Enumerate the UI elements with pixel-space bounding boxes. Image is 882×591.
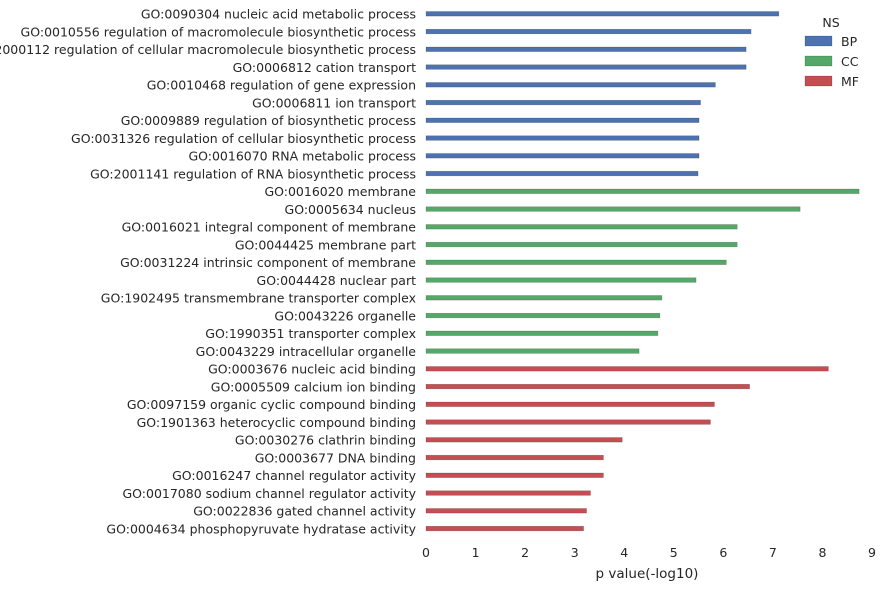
category-label: GO:0010556 regulation of macromolecule b… <box>21 24 416 39</box>
bar-mf <box>425 366 829 372</box>
x-tick-label: 5 <box>670 545 678 560</box>
bar-cc <box>425 348 640 354</box>
category-label: GO:0043226 organelle <box>274 308 416 323</box>
category-label: GO:0003676 nucleic acid binding <box>208 362 416 377</box>
category-labels: GO:0090304 nucleic acid metabolic proces… <box>0 7 417 537</box>
category-label: GO:2000112 regulation of cellular macrom… <box>0 42 416 57</box>
bar-cc <box>425 330 659 336</box>
category-label: GO:0044428 nuclear part <box>257 273 417 288</box>
category-label: GO:2001141 regulation of RNA biosyntheti… <box>90 166 416 181</box>
bar-cc <box>425 259 727 265</box>
legend: NS BP CC MF <box>804 15 859 89</box>
category-label: GO:0017080 sodium channel regulator acti… <box>122 486 416 501</box>
category-label: GO:0006811 ion transport <box>252 95 416 110</box>
bar-bp <box>425 153 700 159</box>
category-label: GO:0031326 regulation of cellular biosyn… <box>71 131 416 146</box>
legend-swatch-mf <box>804 75 833 87</box>
x-tick-label: 8 <box>818 545 826 560</box>
bar-cc <box>425 312 661 319</box>
x-tick-label: 1 <box>472 545 480 560</box>
x-tick-label: 7 <box>769 545 777 560</box>
bar-bp <box>425 11 780 17</box>
bar-cc <box>425 241 738 248</box>
bar-bp <box>425 170 699 177</box>
category-label: GO:0010468 regulation of gene expression <box>147 78 416 93</box>
category-label: GO:0016247 channel regulator activity <box>172 468 416 483</box>
bar-cc <box>425 206 801 212</box>
x-tick-label: 4 <box>620 545 628 560</box>
category-label: GO:1990351 transporter complex <box>205 326 416 341</box>
bar-bp <box>425 117 700 123</box>
category-label: GO:0006812 cation transport <box>233 60 416 75</box>
bar-bp <box>425 99 701 106</box>
bar-bp <box>425 28 752 35</box>
bar-mf <box>425 383 750 390</box>
category-label: GO:0097159 organic cyclic compound bindi… <box>127 397 416 412</box>
bar-bp <box>425 46 747 52</box>
x-axis-label: p value(-log10) <box>596 566 699 582</box>
legend-entries: BP CC MF <box>804 34 859 89</box>
category-label: GO:0090304 nucleic acid metabolic proces… <box>141 7 416 22</box>
category-label: GO:0031224 intrinsic component of membra… <box>120 255 416 270</box>
x-tick-label: 0 <box>422 545 430 560</box>
bar-mf <box>425 472 604 478</box>
bar-cc <box>425 295 663 301</box>
category-label: GO:0005634 nucleus <box>285 202 416 217</box>
category-label: GO:0004634 phosphopyruvate hydratase act… <box>106 521 416 536</box>
legend-label-mf: MF <box>841 74 859 89</box>
x-axis-ticks: 0 1 2 3 4 5 6 7 8 9 <box>422 545 876 560</box>
bar-mf <box>425 454 604 461</box>
category-label: GO:0016021 integral component of membran… <box>122 220 417 235</box>
category-label: GO:0009889 regulation of biosynthetic pr… <box>121 113 416 128</box>
bars-layer <box>425 11 860 532</box>
x-tick-label: 3 <box>571 545 579 560</box>
bar-mf <box>425 419 711 425</box>
bar-mf <box>425 525 584 532</box>
category-label: GO:0030276 clathrin binding <box>235 433 416 448</box>
category-label: GO:0016070 RNA metabolic process <box>188 149 416 164</box>
bar-bp <box>425 135 700 141</box>
legend-swatch-bp <box>804 35 833 47</box>
legend-label-bp: BP <box>841 34 858 49</box>
bar-bp <box>425 82 716 88</box>
category-label: GO:0003677 DNA binding <box>255 450 416 465</box>
bar-mf <box>425 437 623 443</box>
legend-title: NS <box>822 15 839 30</box>
x-tick-label: 6 <box>719 545 727 560</box>
category-label: GO:0005509 calcium ion binding <box>211 379 416 394</box>
legend-label-cc: CC <box>841 54 859 69</box>
bar-mf <box>425 490 591 496</box>
category-label: GO:0016020 membrane <box>264 184 416 199</box>
x-tick-label: 9 <box>868 545 876 560</box>
legend-swatch-cc <box>804 55 833 67</box>
x-tick-label: 2 <box>521 545 529 560</box>
bar-mf <box>425 508 587 514</box>
category-label: GO:0022836 gated channel activity <box>193 504 416 519</box>
category-label: GO:1901363 heterocyclic compound binding <box>137 415 416 430</box>
category-label: GO:1902495 transmembrane transporter com… <box>101 291 416 306</box>
category-label: GO:0044425 membrane part <box>235 237 416 252</box>
category-label: GO:0043229 intracellular organelle <box>196 344 417 359</box>
bar-mf <box>425 401 715 407</box>
bar-cc <box>425 277 697 283</box>
bar-cc <box>425 188 860 194</box>
bar-bp <box>425 64 747 70</box>
bar-cc <box>425 224 738 230</box>
